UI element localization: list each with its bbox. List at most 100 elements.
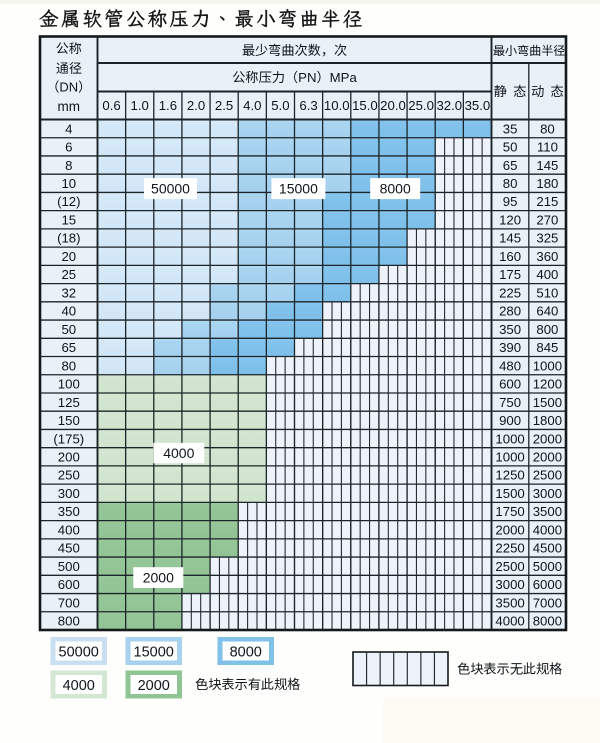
svg-text:2250: 2250 (495, 541, 524, 556)
svg-text:3000: 3000 (495, 577, 524, 592)
svg-text:1250: 1250 (495, 468, 524, 483)
svg-text:10: 10 (61, 176, 76, 191)
svg-text:2000: 2000 (143, 570, 174, 586)
svg-text:50: 50 (61, 322, 76, 337)
svg-text:1.0: 1.0 (131, 98, 149, 113)
svg-text:2000: 2000 (533, 431, 562, 446)
svg-text:15.0: 15.0 (352, 98, 378, 113)
svg-text:最小弯曲半径: 最小弯曲半径 (493, 42, 566, 59)
svg-text:公称压力（PN）MPa: 公称压力（PN）MPa (232, 67, 357, 86)
svg-text:600: 600 (499, 377, 521, 392)
svg-text:150: 150 (58, 413, 80, 428)
svg-text:3000: 3000 (533, 486, 562, 501)
svg-text:95: 95 (503, 194, 518, 209)
svg-text:7000: 7000 (533, 595, 562, 610)
svg-text:80: 80 (61, 358, 76, 373)
svg-text:750: 750 (499, 395, 521, 410)
svg-text:色块表示无此规格: 色块表示无此规格 (457, 659, 563, 678)
svg-text:8: 8 (65, 158, 72, 173)
svg-text:4000: 4000 (533, 522, 562, 537)
svg-text:6.3: 6.3 (299, 98, 317, 113)
svg-text:80: 80 (540, 121, 555, 136)
svg-text:20: 20 (61, 249, 76, 264)
svg-text:公称: 公称 (56, 38, 82, 57)
svg-text:65: 65 (503, 158, 518, 173)
svg-text:350: 350 (58, 504, 80, 519)
svg-text:6000: 6000 (533, 577, 562, 592)
svg-text:5000: 5000 (533, 559, 562, 574)
svg-text:最少弯曲次数，次: 最少弯曲次数，次 (242, 40, 348, 59)
svg-text:15000: 15000 (279, 181, 318, 197)
svg-text:450: 450 (58, 541, 80, 556)
svg-text:1200: 1200 (533, 377, 562, 392)
svg-text:(175): (175) (53, 431, 84, 446)
svg-text:2000: 2000 (138, 678, 170, 694)
svg-text:110: 110 (537, 140, 558, 155)
svg-text:2500: 2500 (495, 559, 524, 574)
svg-text:1800: 1800 (533, 413, 562, 428)
svg-text:2.0: 2.0 (187, 98, 205, 113)
svg-text:300: 300 (58, 486, 80, 501)
svg-text:4: 4 (65, 121, 72, 136)
svg-text:50000: 50000 (59, 644, 99, 660)
svg-text:325: 325 (536, 231, 558, 246)
svg-text:4000: 4000 (63, 678, 95, 694)
svg-text:160: 160 (499, 249, 521, 264)
svg-text:静: 静 (494, 81, 508, 100)
svg-text:40: 40 (61, 304, 76, 319)
svg-text:500: 500 (58, 559, 80, 574)
svg-text:8000: 8000 (380, 181, 411, 197)
svg-text:845: 845 (536, 340, 558, 355)
svg-text:25: 25 (61, 267, 76, 282)
svg-text:4000: 4000 (495, 614, 524, 629)
svg-text:700: 700 (58, 595, 80, 610)
svg-text:225: 225 (499, 285, 521, 300)
svg-text:色块表示有此规格: 色块表示有此规格 (195, 674, 301, 693)
svg-text:5.0: 5.0 (271, 98, 289, 113)
svg-text:390: 390 (499, 340, 521, 355)
svg-text:900: 900 (499, 413, 521, 428)
svg-text:10.0: 10.0 (324, 98, 350, 113)
svg-text:350: 350 (499, 322, 521, 337)
svg-text:250: 250 (58, 468, 80, 483)
svg-text:200: 200 (58, 450, 80, 465)
svg-text:mm: mm (58, 99, 81, 114)
svg-text:3500: 3500 (533, 504, 562, 519)
svg-text:32: 32 (61, 285, 76, 300)
svg-text:50000: 50000 (151, 181, 190, 197)
svg-text:(18): (18) (57, 231, 80, 246)
svg-text:1750: 1750 (495, 504, 524, 519)
svg-text:120: 120 (499, 213, 521, 228)
svg-text:8000: 8000 (533, 614, 562, 629)
svg-text:通径: 通径 (56, 58, 82, 77)
svg-text:270: 270 (536, 213, 558, 228)
svg-text:4000: 4000 (163, 445, 194, 461)
svg-text:1000: 1000 (533, 358, 562, 373)
svg-text:360: 360 (536, 249, 558, 264)
svg-text:215: 215 (536, 194, 558, 209)
svg-text:1000: 1000 (495, 431, 524, 446)
svg-text:15: 15 (61, 213, 76, 228)
svg-text:125: 125 (58, 395, 80, 410)
svg-text:3500: 3500 (495, 595, 524, 610)
svg-text:1500: 1500 (533, 395, 562, 410)
svg-text:(12): (12) (57, 194, 80, 209)
svg-text:6: 6 (65, 140, 72, 155)
svg-text:金属软管公称压力、最小弯曲半径: 金属软管公称压力、最小弯曲半径 (39, 6, 365, 32)
svg-text:480: 480 (499, 358, 521, 373)
svg-text:20.0: 20.0 (380, 98, 406, 113)
svg-text:280: 280 (499, 304, 521, 319)
svg-text:0.6: 0.6 (102, 98, 120, 113)
svg-text:400: 400 (536, 267, 558, 282)
svg-text:800: 800 (58, 614, 80, 629)
svg-text:510: 510 (536, 285, 558, 300)
svg-text:65: 65 (61, 340, 76, 355)
svg-text:175: 175 (499, 267, 521, 282)
svg-text:2000: 2000 (533, 450, 562, 465)
svg-text:180: 180 (536, 176, 558, 191)
svg-text:800: 800 (536, 322, 558, 337)
svg-text:600: 600 (58, 577, 80, 592)
svg-text:25.0: 25.0 (408, 98, 434, 113)
svg-text:4500: 4500 (533, 541, 562, 556)
svg-text:35.0: 35.0 (465, 98, 491, 113)
